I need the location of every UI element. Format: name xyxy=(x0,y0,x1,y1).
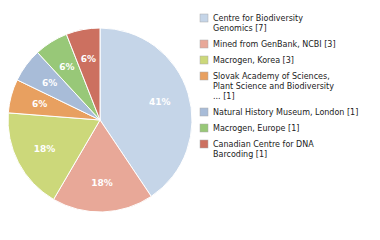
legend-swatch xyxy=(200,14,208,22)
legend-entry: Slovak Academy of Sciences,Plant Science… xyxy=(213,72,334,101)
data-label: 18% xyxy=(34,144,56,154)
slices xyxy=(8,28,192,212)
legend-entry: Natural History Museum, London [1] xyxy=(213,108,358,117)
legend-swatch xyxy=(200,56,208,64)
legend-entry: Macrogen, Korea [3] xyxy=(213,56,294,65)
legend-entry: Macrogen, Europe [1] xyxy=(213,124,299,133)
legend: Centre for BiodiversityGenomics [7] Mined… xyxy=(200,14,358,159)
legend-swatch xyxy=(200,40,208,48)
legend-entry: Centre for BiodiversityGenomics [7] xyxy=(213,14,303,33)
legend-swatch xyxy=(200,140,208,148)
chart: 41%18%18%6%6%6%6%Centre for Biodiversity… xyxy=(0,0,380,240)
slice xyxy=(66,28,100,120)
legend-entry: Canadian Centre for DNABarcoding [1] xyxy=(213,140,314,159)
legend-swatch xyxy=(200,124,208,132)
legend-entry: Mined from GenBank, NCBI [3] xyxy=(213,40,336,49)
data-label: 18% xyxy=(91,178,113,188)
slice xyxy=(8,113,100,200)
data-label: 6% xyxy=(42,78,57,88)
data-label: 6% xyxy=(81,54,96,64)
data-label: 41% xyxy=(149,97,171,107)
legend-swatch xyxy=(200,72,208,80)
data-labels: 41%18%18%6%6%6%6% xyxy=(32,54,171,188)
legend-swatch xyxy=(200,108,208,116)
data-label: 6% xyxy=(32,99,47,109)
data-label: 6% xyxy=(59,62,74,72)
